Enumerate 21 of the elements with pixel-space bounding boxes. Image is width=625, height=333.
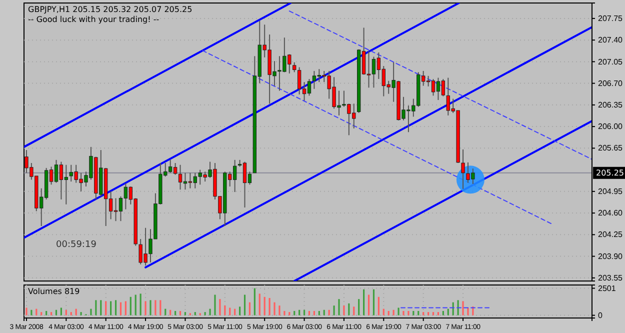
ref-line-label: 205.25 [596, 168, 624, 178]
candlestick [461, 148, 465, 190]
y-tick-label: 2501 [598, 284, 616, 293]
y-tick-label: 204.95 [598, 186, 624, 196]
chart-title: Volumes 819 [28, 287, 80, 296]
y-tick-label: 203.55 [598, 273, 624, 282]
y-tick-label: 207.40 [598, 36, 624, 45]
chart-title: GBPJPY,H1 205.15 205.32 205.07 205.25 [28, 5, 192, 14]
y-tick-label: 206.70 [598, 78, 624, 88]
y-tick-label: 206.00 [598, 122, 624, 132]
y-tick-label: 205.65 [598, 144, 624, 153]
annotation: 00:59:19 [56, 240, 97, 250]
candlestick [292, 62, 296, 73]
y-tick-label: 207.05 [598, 57, 624, 66]
y-tick-label: 0 [598, 310, 603, 320]
y-tick-label: 204.25 [598, 230, 624, 240]
y-tick-label: 207.75 [598, 14, 624, 24]
y-tick-label: 204.60 [598, 208, 624, 218]
y-tick-label: 203.90 [598, 252, 624, 261]
y-tick-label: 206.35 [598, 100, 624, 110]
text: -- Good luck with your trading! -- [28, 15, 160, 24]
